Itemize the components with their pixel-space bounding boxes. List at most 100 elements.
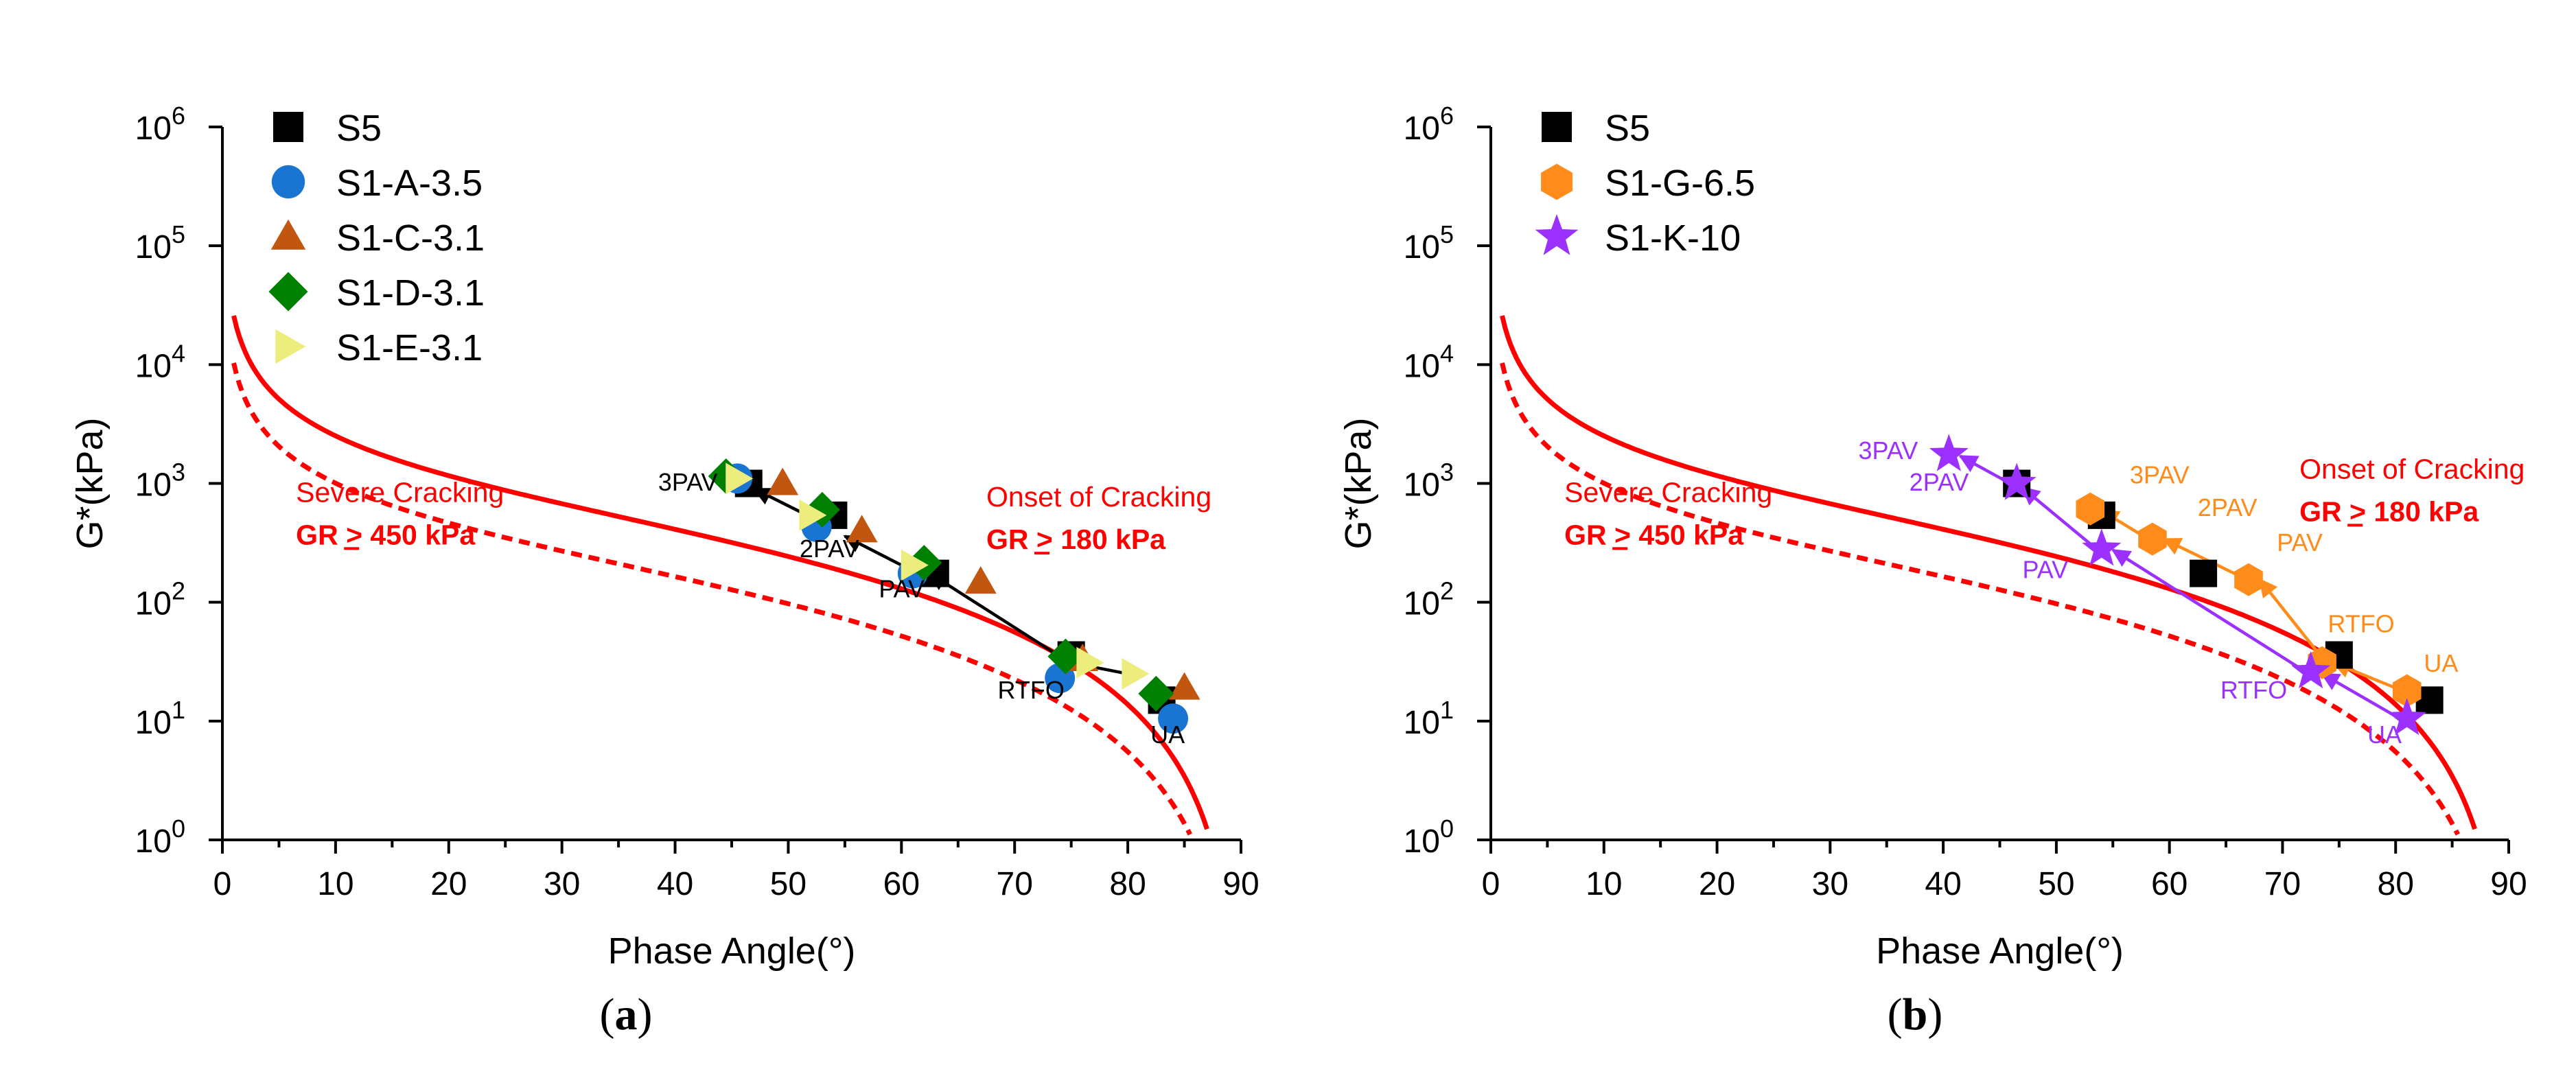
limit-curves — [1500, 315, 2477, 836]
x-tick-label: 0 — [1482, 866, 1500, 902]
axes: 0 10 20 30 40 50 60 70 80 90 100 101 102 103 104 105 106 — [135, 102, 1260, 902]
legend: S5 S1-A-3.5 S1-C-3.1 S1-D-3.1 S1-E-3.1 — [268, 108, 485, 368]
data-point — [1929, 434, 1969, 471]
data-point — [2190, 559, 2218, 587]
y-tick-label: 103 — [1404, 458, 1454, 504]
x-tick-label: 80 — [2378, 866, 2414, 902]
y-tick-label: 106 — [135, 102, 185, 147]
data-point — [901, 549, 929, 581]
arrow — [2258, 578, 2323, 659]
y-tick-label: 105 — [135, 220, 185, 266]
data-point — [2076, 492, 2105, 526]
region-label-line2: GR > 180 kPa — [2299, 495, 2479, 527]
point-annotation: 3PAV — [658, 468, 718, 496]
data-point — [2234, 563, 2263, 596]
limit-curves — [231, 315, 1209, 836]
region-label-line2: GR > 450 kPa — [296, 519, 476, 550]
data-point — [1047, 638, 1084, 675]
y-tick-label: 103 — [135, 458, 185, 504]
y-tick-label: 106 — [1404, 102, 1454, 147]
point-annotation: PAV — [879, 574, 925, 602]
region-label: Severe Cracking GR > 450 kPa — [1564, 476, 1772, 550]
data-point — [1168, 672, 1200, 700]
data-point — [2291, 651, 2331, 689]
point-annotation: 3PAV — [1859, 436, 1918, 465]
arrow — [928, 572, 1061, 658]
legend-marker — [268, 272, 308, 312]
data-point — [1076, 646, 1104, 679]
x-tick-label: 60 — [2151, 866, 2188, 902]
legend-marker — [271, 165, 305, 199]
point-annotation: 3PAV — [2130, 461, 2190, 489]
data-point — [2415, 686, 2444, 714]
data-point — [2082, 528, 2122, 566]
arrow — [2021, 487, 2091, 546]
region-label-line1: Severe Cracking — [296, 476, 504, 508]
point-annotation: 2PAV — [2198, 493, 2258, 522]
x-tick-label: 40 — [1925, 866, 1961, 902]
x-tick-label: 20 — [430, 866, 467, 902]
legend-label: S1-A-3.5 — [336, 163, 483, 204]
data-point — [1997, 462, 2037, 500]
x-tick-label: 50 — [770, 866, 807, 902]
point-annotation: 2PAV — [1910, 468, 1969, 496]
y-tick-label: 100 — [1404, 815, 1454, 860]
data-points — [708, 458, 1200, 734]
arrow — [2320, 672, 2397, 718]
region-label-line1: Onset of Cracking — [2299, 453, 2525, 484]
x-tick-label: 30 — [1812, 866, 1848, 902]
arrow — [2111, 548, 2301, 670]
chart-panel-a: 0 10 20 30 40 50 60 70 80 90 100 101 102 103 104 105 106… — [69, 102, 1260, 1040]
x-axis-title: Phase Angle(°) — [1876, 930, 2124, 972]
legend-label: S5 — [336, 108, 382, 149]
point-annotation: UA — [1150, 720, 1185, 749]
x-tick-label: 90 — [2490, 866, 2527, 902]
legend: S5 S1-G-6.5 S1-K-10 — [1535, 108, 1755, 259]
arrows — [1958, 454, 2397, 718]
limit-curve-dashed — [1500, 362, 2460, 836]
data-point — [846, 515, 878, 543]
x-tick-label: 70 — [2264, 866, 2301, 902]
y-tick-label: 101 — [1404, 696, 1454, 741]
x-tick-label: 50 — [2038, 866, 2074, 902]
point-annotation: UA — [2424, 649, 2458, 677]
x-tick-label: 80 — [1109, 866, 1146, 902]
data-point — [1138, 675, 1174, 712]
legend-label: S5 — [1605, 108, 1650, 149]
legend-marker — [275, 329, 306, 364]
legend-marker — [1542, 112, 1572, 142]
point-annotation: RTFO — [997, 676, 1064, 704]
x-axis-title: Phase Angle(°) — [608, 930, 856, 972]
data-point — [767, 467, 799, 495]
y-tick-label: 101 — [135, 696, 185, 741]
legend-marker — [1541, 163, 1573, 200]
arrow — [1958, 454, 2006, 482]
axes: 0 10 20 30 40 50 60 70 80 90 100 101 102 103 104 105 106 — [1404, 102, 2527, 902]
point-annotation: 2PAV — [800, 535, 859, 563]
legend-marker — [1535, 214, 1579, 255]
x-tick-label: 60 — [883, 866, 920, 902]
data-point — [1158, 703, 1189, 734]
data-point — [726, 462, 754, 495]
point-annotation: UA — [2367, 720, 2402, 749]
x-tick-label: 40 — [657, 866, 693, 902]
region-label: Severe Cracking GR > 450 kPa — [296, 476, 504, 550]
data-points — [1929, 434, 2444, 736]
panel-label: (b) — [1888, 989, 1943, 1040]
chart-panel-b: 0 10 20 30 40 50 60 70 80 90 100 101 102 103 104 105 106… — [1338, 102, 2527, 1040]
point-annotations: UA RTFO PAV 2PAV 3PAV — [658, 468, 1185, 749]
data-point — [2138, 522, 2167, 556]
limit-curve-dashed — [231, 362, 1192, 836]
y-tick-label: 104 — [1404, 339, 1454, 384]
region-label-line2: GR > 450 kPa — [1564, 519, 1744, 550]
panel-label: (a) — [600, 989, 653, 1040]
y-tick-label: 105 — [1404, 220, 1454, 266]
point-annotations: UA RTFO PAV 2PAV 3PAV UA RTFO PAV 2PAV 3PAV — [1859, 436, 2459, 749]
legend-marker — [270, 219, 306, 250]
region-label-line1: Onset of Cracking — [986, 481, 1211, 513]
legend-label: S1-C-3.1 — [336, 218, 485, 259]
point-annotation: PAV — [2277, 528, 2323, 556]
arrow — [2162, 537, 2238, 576]
x-tick-label: 90 — [1222, 866, 1259, 902]
